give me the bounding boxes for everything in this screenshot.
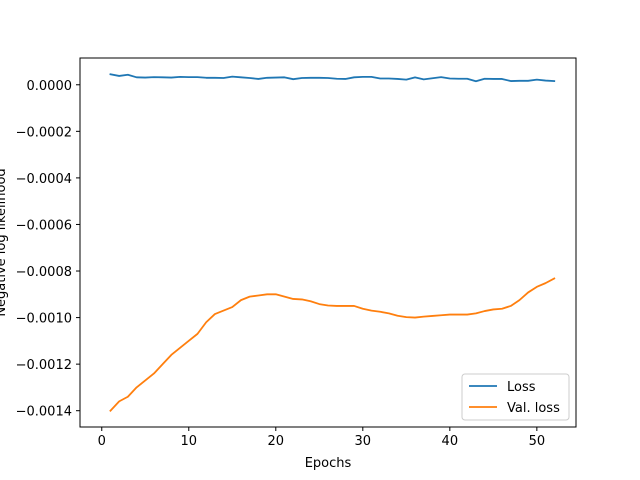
x-axis-label: Epochs [305,456,352,471]
plot-area [79,57,577,428]
axes-frame [79,57,577,428]
y-tick-label: −0.0002 [16,125,72,140]
y-tick-label: −0.0010 [16,312,72,327]
x-axis-ticks: 0 10 20 30 40 50 [98,427,546,449]
series-line-val-loss [109,277,556,412]
x-tick-label: 50 [529,434,546,449]
legend: Loss Val. loss [461,373,570,421]
x-tick-label: 40 [442,434,459,449]
x-tick-label: 10 [180,434,197,449]
y-tick-label: −0.0014 [16,405,72,420]
x-tick-label: 20 [268,434,285,449]
y-axis-label: Negative log likelihood [0,168,9,316]
legend-label-val-loss: Val. loss [507,401,560,416]
y-tick-label: −0.0004 [16,172,72,187]
series-layer [109,73,556,412]
axes-background [80,58,576,427]
y-tick-label: 0.0000 [27,79,73,94]
legend-label-loss: Loss [507,380,536,395]
x-tick-label: 30 [355,434,372,449]
x-tick-label: 0 [98,434,106,449]
y-tick-label: −0.0006 [16,218,72,233]
y-tick-label: −0.0008 [16,265,72,280]
y-tick-label: −0.0012 [16,358,72,373]
series-line-loss [109,73,556,83]
y-axis-ticks: 0.0000 −0.0002 −0.0004 −0.0006 −0.0008 −0.001… [16,79,80,420]
